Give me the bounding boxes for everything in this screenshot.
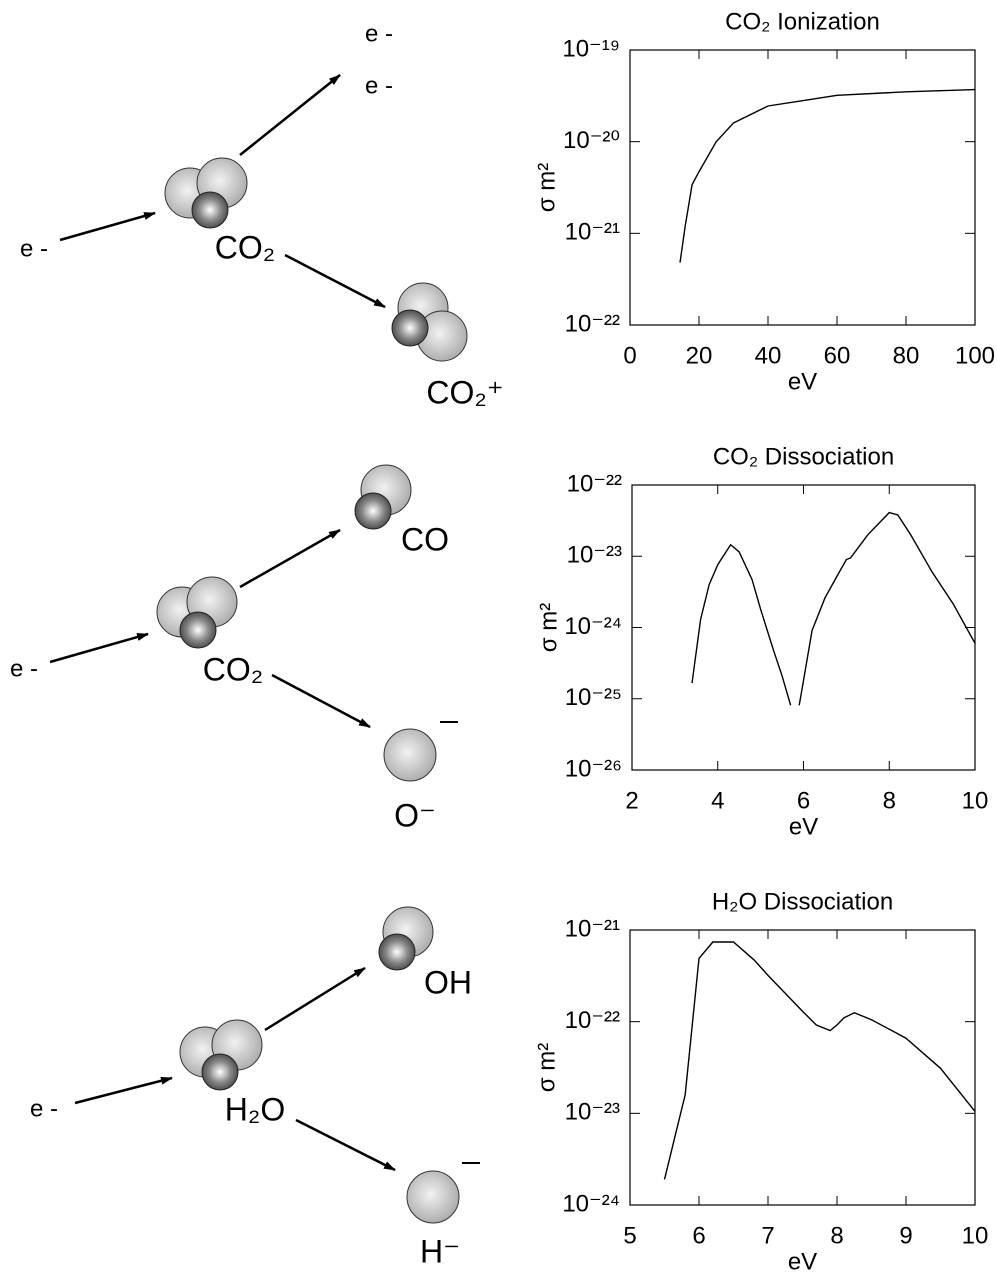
label: e -: [10, 655, 38, 682]
y-tick-label: 10⁻²⁴: [564, 613, 622, 640]
sphere: [191, 191, 229, 229]
label: CO₂⁺: [426, 374, 503, 410]
y-tick-label: 10⁻²⁰: [563, 127, 620, 154]
arrow: [49, 632, 149, 664]
arrow: [239, 74, 341, 156]
x-tick-label: 80: [893, 342, 920, 369]
sphere: [391, 309, 429, 347]
y-tick-label: 10⁻²⁵: [565, 684, 622, 711]
y-axis-label: σ m²: [533, 1043, 560, 1092]
x-tick-label: 10: [962, 1222, 989, 1249]
arrow: [74, 1076, 173, 1105]
y-tick-label: 10⁻²¹: [565, 219, 620, 246]
x-tick-label: 8: [883, 787, 896, 814]
y-tick-label: 10⁻²²: [565, 310, 620, 337]
y-tick-label: 10⁻²³: [567, 542, 622, 569]
x-axis-label: eV: [789, 813, 818, 840]
x-tick-label: 9: [899, 1222, 912, 1249]
x-axis-label: eV: [788, 1248, 817, 1272]
label: H₂O: [225, 1091, 285, 1127]
data-line: [691, 511, 976, 706]
label: H⁻: [420, 1233, 460, 1269]
label: OH: [424, 964, 472, 1000]
y-tick-label: 10⁻¹⁹: [562, 35, 620, 62]
y-axis-label: σ m²: [535, 603, 562, 652]
sphere: [354, 492, 392, 530]
chart-title: H₂O Dissociation: [712, 888, 893, 915]
chart-title: CO₂ Dissociation: [713, 443, 894, 470]
y-tick-label: 10⁻²³: [565, 1099, 620, 1126]
x-axis-label: eV: [788, 368, 817, 395]
label: e -: [365, 20, 393, 47]
y-axis-label: σ m²: [533, 163, 560, 212]
x-tick-label: 10: [962, 787, 989, 814]
diagram-co2-dissociation: e - CO₂ CO O⁻: [10, 464, 458, 833]
x-tick-label: 6: [692, 1222, 705, 1249]
sphere: [378, 933, 416, 971]
y-tick-label: 10⁻²⁴: [562, 1190, 620, 1217]
label: CO₂: [215, 229, 275, 265]
diagram-ionization: e - CO₂ e - e - CO₂⁺: [20, 20, 504, 410]
y-tick-label: 10⁻²⁶: [565, 755, 622, 782]
label: CO: [401, 521, 449, 557]
label: CO₂: [203, 651, 263, 687]
x-tick-label: 40: [755, 342, 782, 369]
plot-frame: [631, 484, 976, 771]
arrow: [295, 1118, 396, 1172]
sphere: [179, 611, 217, 649]
label: e -: [365, 72, 393, 99]
x-tick-label: 60: [824, 342, 851, 369]
diagram-h2o-dissociation: e - H₂O OH H⁻: [30, 906, 480, 1269]
y-tick-label: 10⁻²²: [565, 1007, 620, 1034]
sphere: [201, 1053, 239, 1091]
x-tick-label: 5: [623, 1222, 636, 1249]
arrow: [284, 253, 386, 309]
x-tick-label: 20: [686, 342, 713, 369]
label: e -: [20, 235, 48, 262]
x-tick-label: 8: [830, 1222, 843, 1249]
arrow: [264, 966, 366, 1032]
label: e -: [30, 1095, 58, 1122]
plot-frame: [629, 929, 976, 1206]
plot-frame: [629, 49, 976, 326]
arrow: [271, 673, 371, 729]
arrow: [59, 211, 156, 242]
x-tick-label: 2: [625, 787, 638, 814]
sphere: [383, 728, 437, 782]
y-tick-label: 10⁻²¹: [565, 915, 620, 942]
x-tick-label: 100: [955, 342, 995, 369]
data-line: [679, 88, 976, 263]
x-tick-label: 6: [797, 787, 810, 814]
x-tick-label: 7: [761, 1222, 774, 1249]
chart-title: CO₂ Ionization: [725, 8, 880, 35]
data-line: [663, 941, 976, 1180]
x-tick-label: 4: [711, 787, 724, 814]
y-tick-label: 10⁻²²: [567, 470, 622, 497]
x-tick-label: 0: [623, 342, 636, 369]
arrow: [239, 528, 341, 589]
sphere: [406, 1170, 460, 1224]
label: O⁻: [394, 797, 436, 833]
